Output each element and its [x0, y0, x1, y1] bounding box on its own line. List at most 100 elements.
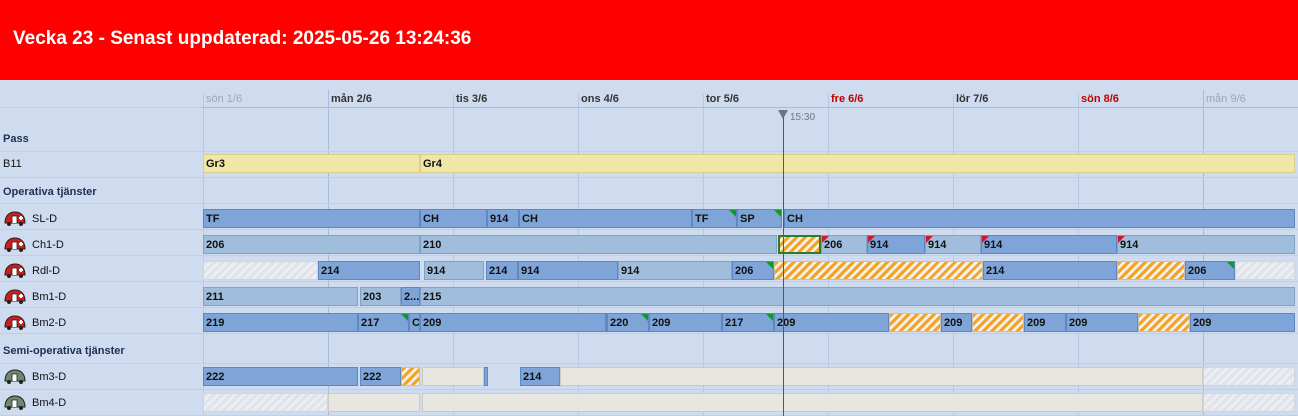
- shift-bar[interactable]: 209: [1024, 313, 1066, 332]
- shift-bar[interactable]: 214: [318, 261, 420, 280]
- shift-bar[interactable]: 914: [981, 235, 1117, 254]
- shift-bar[interactable]: 914: [925, 235, 981, 254]
- page-header: Vecka 23 - Senast uppdaterad: 2025-05-26…: [0, 0, 1298, 80]
- day-header-label: lör 7/6: [956, 93, 989, 105]
- shift-bar[interactable]: 214: [983, 261, 1117, 280]
- shift-bar-label: 209: [1027, 317, 1046, 329]
- shift-bar[interactable]: 222: [360, 367, 401, 386]
- shift-bar[interactable]: 217: [722, 313, 774, 332]
- shift-bar[interactable]: 215: [420, 287, 1295, 306]
- shift-bar[interactable]: 2...: [401, 287, 420, 306]
- shift-bar[interactable]: 211: [203, 287, 358, 306]
- red-flag-icon: [1118, 236, 1125, 243]
- now-marker-icon: [778, 110, 788, 119]
- resource-label[interactable]: SL-D: [32, 213, 58, 225]
- shift-bar[interactable]: 210: [420, 235, 777, 254]
- shift-bar[interactable]: 217: [358, 313, 409, 332]
- section-pass: Pass: [3, 133, 29, 145]
- shift-bar[interactable]: [422, 393, 1203, 412]
- shift-bar[interactable]: 914: [424, 261, 484, 280]
- shift-bar-label: CH: [522, 213, 538, 225]
- shift-bar[interactable]: [1117, 261, 1185, 280]
- shift-bar-label: Gr4: [423, 158, 442, 170]
- shift-bar[interactable]: 222: [203, 367, 358, 386]
- shift-bar-label: 214: [986, 265, 1005, 277]
- shift-bar[interactable]: [560, 367, 1203, 386]
- shift-bar[interactable]: [774, 261, 983, 280]
- shift-bar[interactable]: [1235, 261, 1295, 280]
- day-header-label: mån 9/6: [1206, 93, 1246, 105]
- shift-bar[interactable]: 206: [1185, 261, 1235, 280]
- shift-bar[interactable]: 914: [867, 235, 925, 254]
- shift-bar[interactable]: [401, 367, 420, 386]
- resource-label[interactable]: Bm1-D: [32, 291, 67, 303]
- shift-bar[interactable]: [422, 367, 484, 386]
- shift-bar-label: 209: [1193, 317, 1212, 329]
- timeline-baseline: [203, 107, 1298, 108]
- shift-bar[interactable]: 914: [518, 261, 618, 280]
- shift-bar[interactable]: 220: [607, 313, 649, 332]
- shift-bar[interactable]: 206: [203, 235, 420, 254]
- shift-bar[interactable]: Gr3: [203, 154, 420, 173]
- day-header-label: tor 5/6: [706, 93, 740, 105]
- resource-label[interactable]: Bm4-D: [32, 397, 67, 409]
- shift-bar[interactable]: CH: [420, 209, 487, 228]
- shift-bar-label: 211: [206, 291, 224, 303]
- resource-label[interactable]: Ch1-D: [32, 239, 64, 251]
- shift-bar[interactable]: 206: [732, 261, 774, 280]
- shift-bar[interactable]: 209: [420, 313, 606, 332]
- shift-bar[interactable]: 914: [618, 261, 732, 280]
- day-header-label: ons 4/6: [581, 93, 619, 105]
- shift-bar-label: C: [412, 317, 420, 329]
- shift-bar-label: 206: [206, 239, 225, 251]
- shift-bar[interactable]: 914: [1117, 235, 1295, 254]
- shift-bar[interactable]: 203: [360, 287, 401, 306]
- section-operative: Operativa tjänster: [3, 186, 97, 198]
- shift-bar-label: 214: [489, 265, 508, 277]
- resource-label[interactable]: Bm3-D: [32, 371, 67, 383]
- shift-bar[interactable]: [328, 393, 420, 412]
- ambulance-red-icon: [3, 236, 27, 252]
- shift-bar[interactable]: 219: [203, 313, 358, 332]
- shift-bar[interactable]: 209: [1190, 313, 1295, 332]
- shift-bar[interactable]: [203, 261, 318, 280]
- shift-bar[interactable]: SP: [737, 209, 782, 228]
- shift-bar[interactable]: 914: [487, 209, 519, 228]
- resource-label[interactable]: Bm2-D: [32, 317, 67, 329]
- shift-bar[interactable]: TF: [203, 209, 420, 228]
- shift-bar[interactable]: Gr4: [420, 154, 1295, 173]
- row-divider: [0, 363, 1298, 364]
- shift-bar-label: CH: [423, 213, 439, 225]
- shift-bar[interactable]: [1138, 313, 1190, 332]
- ambulance-grey-icon: [3, 368, 27, 384]
- shift-bar[interactable]: [484, 367, 488, 386]
- shift-bar[interactable]: [972, 313, 1024, 332]
- shift-bar[interactable]: [889, 313, 941, 332]
- now-line: [783, 117, 784, 416]
- shift-bar[interactable]: 209: [649, 313, 722, 332]
- shift-bar-label: 914: [427, 265, 446, 277]
- shift-bar[interactable]: 214: [486, 261, 518, 280]
- green-flag-icon: [641, 314, 648, 321]
- row-divider: [0, 333, 1298, 334]
- shift-bar[interactable]: [203, 393, 328, 412]
- shift-bar[interactable]: TF: [692, 209, 737, 228]
- shift-bar[interactable]: 209: [774, 313, 889, 332]
- shift-bar[interactable]: 209: [1066, 313, 1138, 332]
- shift-bar-label: CH: [787, 213, 803, 225]
- shift-bar[interactable]: [1203, 393, 1295, 412]
- resource-label[interactable]: B11: [3, 158, 22, 170]
- red-flag-icon: [822, 236, 829, 243]
- shift-bar[interactable]: 209: [941, 313, 972, 332]
- day-header-label: tis 3/6: [456, 93, 488, 105]
- shift-bar-label: 214: [321, 265, 340, 277]
- row-divider: [0, 229, 1298, 230]
- resource-label[interactable]: Rdl-D: [32, 265, 61, 277]
- shift-bar[interactable]: 214: [520, 367, 560, 386]
- shift-bar[interactable]: 206: [821, 235, 867, 254]
- shift-bar[interactable]: CH: [784, 209, 1295, 228]
- shift-bar[interactable]: C: [409, 313, 420, 332]
- shift-bar-label: SP: [740, 213, 755, 225]
- shift-bar[interactable]: [1203, 367, 1295, 386]
- shift-bar[interactable]: CH: [519, 209, 692, 228]
